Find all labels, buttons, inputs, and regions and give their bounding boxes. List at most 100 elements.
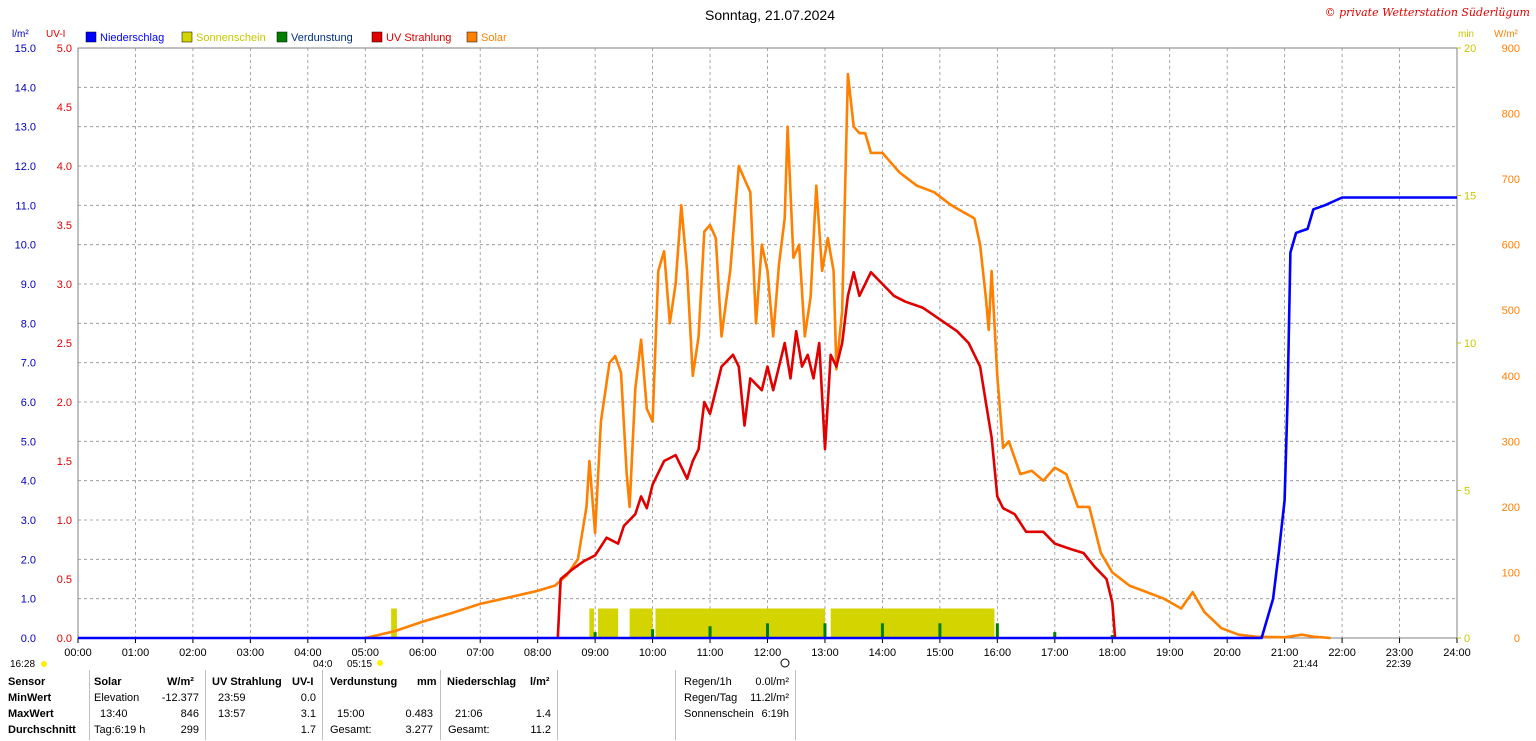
x-tick-label: 05:00 [352,647,380,659]
x-tick-label: 11:00 [697,647,724,659]
sunshine-bar [830,608,995,638]
y-tick-rain: 8.0 [21,318,36,330]
stats-cell: 11.2 [530,724,551,736]
y-tick-uv: 4.0 [57,161,72,173]
y-tick-rain: 11.0 [15,200,36,212]
stats-row-label: MaxWert [8,708,54,720]
axis-unit-rain: l/m² [12,29,29,40]
legend: Niederschlag Sonnenschein Verdunstung UV St… [85,31,507,44]
y-tick-solar: 400 [1502,371,1520,383]
evaporation-bar [880,623,884,638]
stats-header-sensor: Sensor [8,676,46,688]
y-tick-uv: 2.5 [57,338,72,350]
legend-swatch [181,31,193,43]
stats-cell: -12.377 [161,692,199,704]
stats-divider [205,670,206,740]
legend-label: UV Strahlung [386,32,451,44]
y-tick-uv: 0.0 [57,633,72,645]
evaporation-bar [938,623,942,638]
copyright-text: © private Wetterstation Süderlügum [1325,6,1530,19]
stats-extra-label: Regen/Tag [684,692,738,704]
sunshine-bar [597,608,619,638]
marker-2144: 21:44 [1293,659,1318,668]
evaporation-bar [593,632,597,638]
evaporation-bar [823,623,827,638]
legend-label: Niederschlag [100,32,164,44]
weather-chart: Sonntag, 21.07.2024 © private Wetterstat… [10,6,1530,668]
y-tick-uv: 3.0 [57,279,72,291]
axis-unit-solar: W/m² [1494,29,1519,40]
stats-cell: 15:00 [337,708,365,720]
x-tick-label: 13:00 [811,647,839,659]
y-tick-min: 10 [1464,338,1476,350]
stats-header-uv: UV Strahlung [212,676,282,688]
chart-title: Sonntag, 21.07.2024 [705,7,835,23]
x-tick-label: 20:00 [1213,647,1241,659]
y-tick-rain: 15.0 [15,43,36,55]
x-tick-label: 19:00 [1156,647,1184,659]
y-tick-rain: 2.0 [21,554,36,566]
y-tick-rain: 5.0 [21,436,36,448]
y-tick-uv: 5.0 [57,43,72,55]
stats-header-rain: Niederschlag [447,676,517,688]
x-tick-label: 09:00 [581,647,609,659]
y-tick-uv: 2.0 [57,397,72,409]
legend-swatch [466,31,478,43]
marker-left-time: 16:28 [10,659,35,668]
stats-cell: 1.7 [300,724,316,736]
y-tick-uv: 4.5 [57,102,72,114]
y-tick-solar: 0 [1514,633,1520,645]
stats-divider [675,670,676,740]
stats-header-solar: Solar [94,676,122,688]
stats-cell: 23:59 [218,692,246,704]
stats-cell: Gesamt: [330,724,372,736]
x-tick-label: 12:00 [754,647,782,659]
x-tick-label: 02:00 [179,647,207,659]
x-tick-label: 08:00 [524,647,552,659]
x-tick-label: 23:00 [1386,647,1414,659]
x-tick-label: 18:00 [1098,647,1126,659]
sunshine-bar [629,608,653,638]
time-markers: 16:28 04:0 05:15 21:44 22:39 [10,658,1411,668]
y-tick-solar: 500 [1502,305,1520,317]
y-tick-rain: 12.0 [15,161,36,173]
chart-grid [77,47,1458,639]
stats-divider [440,670,441,740]
y-tick-rain: 13.0 [15,122,36,134]
moon-marker [780,658,790,668]
legend-swatch [371,31,383,43]
stats-divider [322,670,323,740]
x-tick-label: 15:00 [926,647,954,659]
x-tick-label: 17:00 [1041,647,1069,659]
stats-cell: Elevation [94,692,140,704]
x-tick-label: 00:00 [64,647,92,659]
sunshine-bar [391,608,397,638]
x-tick-label: 21:00 [1271,647,1299,659]
y-tick-uv: 1.5 [57,456,72,468]
series-line-uv-strahlung [556,270,1117,639]
x-tick-label: 06:00 [409,647,437,659]
y-tick-rain: 4.0 [21,476,36,488]
y-tick-rain: 1.0 [21,594,36,606]
stats-cell: 846 [180,708,199,720]
x-tick-label: 03:00 [237,647,265,659]
x-tick-label: 10:00 [639,647,667,659]
stats-cell: 3.1 [300,708,316,720]
y-tick-solar: 300 [1502,436,1520,448]
axis-unit-uv: UV-I [46,29,65,40]
stats-extra-label: Regen/1h [684,676,732,688]
stats-row-label: MinWert [8,692,52,704]
stats-extra-value: 6:19h [761,708,789,720]
stats-cell: 21:06 [455,708,483,720]
sunshine-bar [589,608,594,638]
evaporation-bar [1110,635,1114,638]
stats-extra-value: 11.2l/m² [750,692,789,704]
legend-label: Solar [481,32,507,44]
y-tick-solar: 700 [1502,174,1520,186]
axis-unit-min: min [1458,29,1474,40]
y-tick-uv: 0.5 [57,574,72,586]
stats-divider [557,670,558,740]
y-tick-rain: 10.0 [15,240,36,252]
evaporation-bar [651,629,655,638]
evaporation-bar [766,623,769,638]
